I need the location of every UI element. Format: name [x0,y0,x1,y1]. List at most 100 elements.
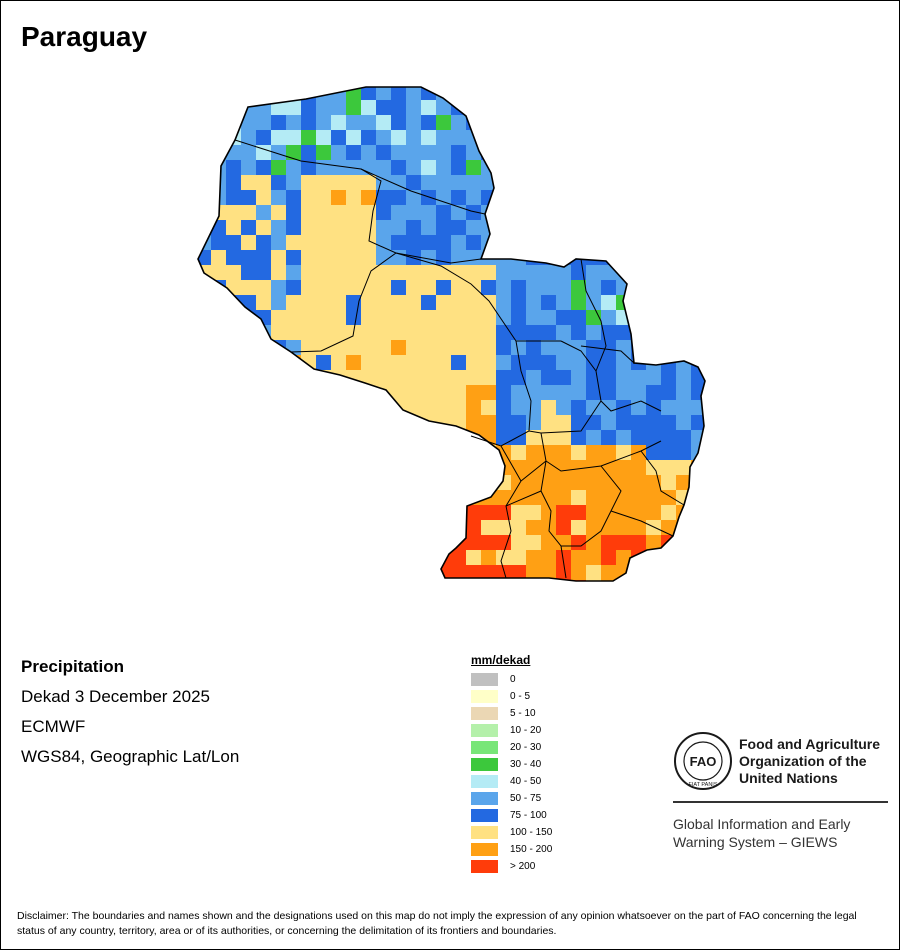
grid-cell [586,445,602,461]
grid-cell [496,205,512,221]
grid-cell [706,175,722,191]
grid-cell [661,505,677,521]
grid-cell [256,205,272,221]
grid-cell [451,160,467,176]
legend-swatch [471,792,498,805]
grid-cell [301,475,317,491]
grid-cell [376,220,392,236]
legend-label: 0 [510,674,516,685]
grid-cell [271,87,287,101]
grid-cell [691,490,705,506]
grid-cell [451,295,467,311]
grid-cell [511,235,527,251]
grid-cell [706,535,722,551]
grid-cell [526,340,542,356]
grid-cell [601,505,617,521]
grid-cell [691,520,705,536]
grid-cell [361,565,377,581]
grid-cell [436,250,452,266]
grid-cell [361,235,377,251]
grid-cell [676,430,692,446]
grid-cell [421,460,437,476]
grid-cell [286,475,302,491]
grid-cell [451,535,467,551]
grid-cell [331,565,347,581]
grid-cell [211,115,227,131]
grid-cell [346,250,362,266]
grid-cell [706,265,722,281]
grid-cell [541,115,557,131]
grid-cell [526,220,542,236]
grid-cell [286,595,302,611]
grid-cell [271,310,287,326]
grid-cell [331,595,347,611]
grid-cell [646,220,662,236]
grid-cell [661,205,677,221]
grid-cell [198,580,212,581]
grid-cell [331,130,347,146]
grid-cell [391,520,407,536]
grid-cell [301,100,317,116]
grid-cell [601,565,617,581]
grid-cell [646,565,662,581]
grid-cell [706,220,722,236]
grid-cell [676,370,692,386]
grid-cell [346,400,362,416]
grid-cell [286,130,302,146]
grid-cell [511,550,527,566]
grid-cell [361,550,377,566]
grid-cell [706,130,722,146]
grid-cell [211,340,227,356]
grid-cell [361,370,377,386]
grid-cell [361,445,377,461]
legend-label: 40 - 50 [510,776,542,787]
grid-cell [211,325,227,341]
grid-cell [226,100,242,116]
grid-cell [286,460,302,476]
grid-cell [198,535,212,551]
grid-cell [406,130,422,146]
grid-cell [241,400,257,416]
grid-cell [556,370,572,386]
grid-cell [676,475,692,491]
grid-cell [256,265,272,281]
grid-cell [541,87,557,101]
grid-cell [376,550,392,566]
grid-cell [286,190,302,206]
grid-cell [361,595,377,611]
grid-cell [301,175,317,191]
grid-cell [376,580,392,581]
department-border [580,258,607,372]
grid-cell [316,235,332,251]
grid-cell [661,325,677,341]
grid-cell [511,190,527,206]
grid-cell [601,580,617,581]
grid-cell [706,355,722,371]
grid-cell [241,370,257,386]
grid-cell [226,370,242,386]
grid-cell [616,115,632,131]
grid-cell [226,280,242,296]
grid-cell [676,265,692,281]
grid-cell [301,115,317,131]
grid-cell [616,250,632,266]
grid-cell [466,100,482,116]
grid-cell [646,595,662,611]
grid-cell [256,385,272,401]
department-border [561,465,622,547]
grid-cell [436,475,452,491]
grid-cell [661,520,677,536]
legend-item: 0 - 5 [471,688,552,705]
grid-cell [271,460,287,476]
grid-cell [316,175,332,191]
grid-cell [316,280,332,296]
grid-cell [286,205,302,221]
grid-cell [211,430,227,446]
grid-cell [421,145,437,161]
grid-cell [451,400,467,416]
grid-cell [241,475,257,491]
grid-cell [451,550,467,566]
grid-cell [526,190,542,206]
grid-cell [511,565,527,581]
grid-cell [316,520,332,536]
